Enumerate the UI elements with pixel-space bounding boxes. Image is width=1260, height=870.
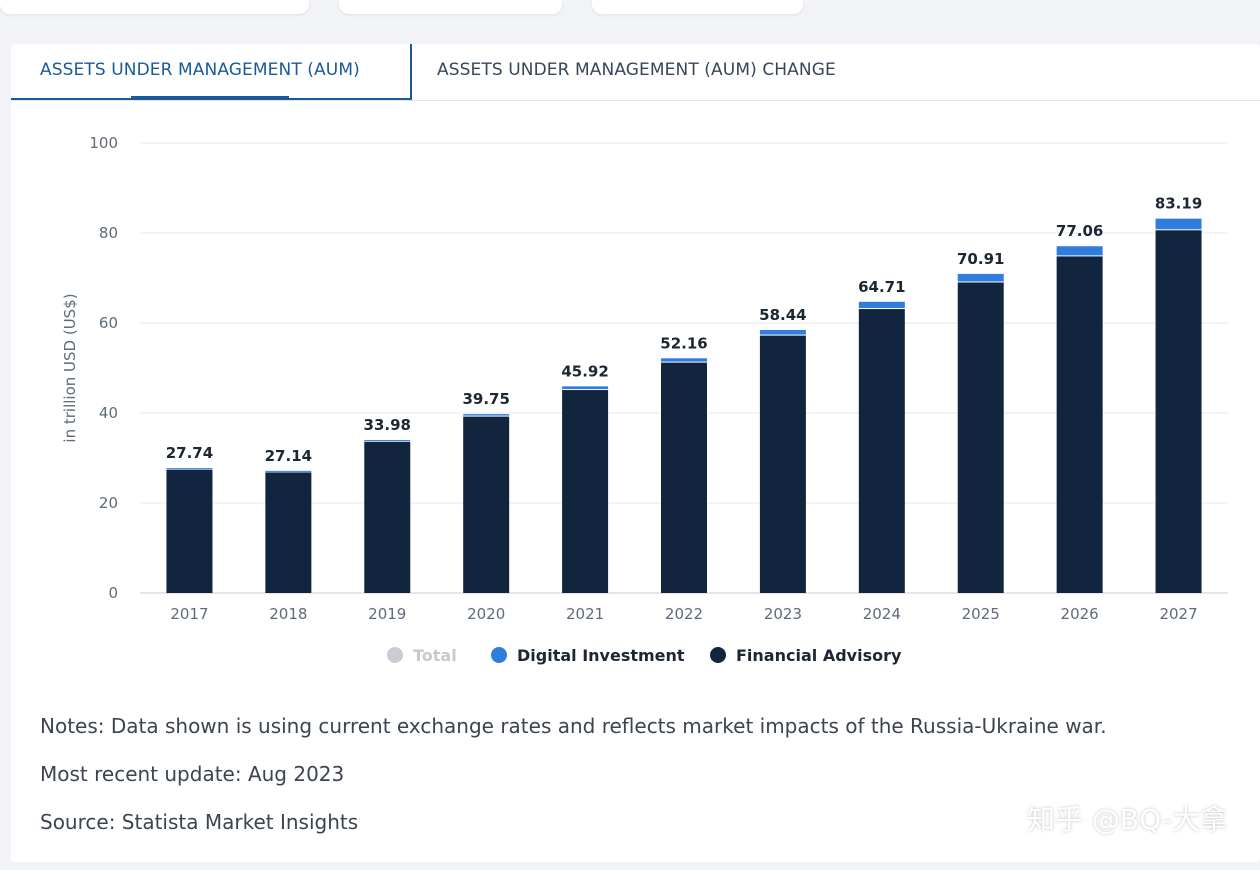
y-tick-label: 100: [89, 134, 118, 152]
tab-aum-change[interactable]: ASSETS UNDER MANAGEMENT (AUM) CHANGE: [437, 44, 836, 100]
bar-financial-advisory-2023[interactable]: [759, 335, 806, 593]
bar-digital-investment-2027[interactable]: [1155, 218, 1202, 230]
x-tick-label: 2020: [467, 605, 505, 623]
x-tick-label: 2022: [665, 605, 703, 623]
x-tick-label: 2027: [1159, 605, 1197, 623]
notes-text: Notes: Data shown is using current excha…: [40, 714, 1107, 738]
bar-financial-advisory-2025[interactable]: [957, 282, 1004, 594]
x-tick-label: 2024: [863, 605, 901, 623]
bar-financial-advisory-2017[interactable]: [166, 469, 213, 593]
data-label-total-2020: 39.75: [462, 390, 509, 408]
bar-digital-investment-2021[interactable]: [562, 386, 609, 390]
x-tick-label: 2019: [368, 605, 406, 623]
x-tick-label: 2025: [962, 605, 1000, 623]
bar-financial-advisory-2022[interactable]: [661, 362, 707, 593]
tab-active-indicator: [131, 96, 289, 99]
bar-financial-advisory-2018[interactable]: [265, 472, 312, 593]
watermark: 知乎 @BQ-大拿: [1026, 803, 1228, 836]
tab-aum-change-label: ASSETS UNDER MANAGEMENT (AUM) CHANGE: [437, 60, 836, 80]
bar-financial-advisory-2026[interactable]: [1056, 256, 1103, 593]
tab-bar: ASSETS UNDER MANAGEMENT (AUM) ASSETS UND…: [11, 44, 1260, 101]
bar-financial-advisory-2021[interactable]: [562, 390, 609, 593]
legend-dot-total: [387, 647, 403, 663]
bar-chart: in trillion USD (US$) 0 20 40 60 80 100 27.74…: [61, 134, 1228, 623]
legend: Total Digital Investment Financial Advis…: [0, 646, 1260, 670]
bar-digital-investment-2023[interactable]: [759, 330, 806, 335]
bar-digital-investment-2019[interactable]: [364, 440, 411, 442]
bar-digital-investment-2020[interactable]: [463, 414, 510, 416]
bar-financial-advisory-2020[interactable]: [463, 416, 510, 593]
bar-digital-investment-2022[interactable]: [661, 358, 707, 362]
y-axis-label: in trillion USD (US$): [61, 293, 79, 442]
x-tick-label: 2017: [170, 605, 208, 623]
bar-financial-advisory-2024[interactable]: [858, 309, 905, 593]
chart-panel: ASSETS UNDER MANAGEMENT (AUM) ASSETS UND…: [11, 44, 1260, 862]
update-text: Most recent update: Aug 2023: [40, 762, 345, 786]
tab-aum[interactable]: ASSETS UNDER MANAGEMENT (AUM): [11, 44, 412, 100]
bars: [166, 218, 1202, 594]
legend-item-total[interactable]: Total: [387, 646, 457, 665]
data-label-total-2019: 33.98: [364, 416, 411, 434]
data-labels: 27.74 27.14 33.98 39.75 45.92 52.16 58.44 64.71…: [166, 195, 1203, 465]
top-card-2: [339, 0, 562, 14]
y-tick-label: 0: [108, 584, 118, 602]
data-label-total-2018: 27.14: [265, 447, 312, 465]
x-tick-label: 2026: [1061, 605, 1099, 623]
x-tick-labels: 2017 2018 2019 2020 2021 2022 2023 2024 2025 2026…: [170, 605, 1197, 623]
y-tick-label: 40: [99, 404, 118, 422]
legend-dot-digital-investment: [491, 647, 507, 663]
tab-aum-label: ASSETS UNDER MANAGEMENT (AUM): [40, 60, 360, 80]
source-text: Source: Statista Market Insights: [40, 810, 359, 834]
y-tick-label: 80: [99, 224, 118, 242]
data-label-total-2026: 77.06: [1056, 222, 1103, 240]
data-label-total-2021: 45.92: [561, 362, 608, 380]
data-label-total-2023: 58.44: [759, 306, 806, 324]
x-tick-label: 2023: [764, 605, 802, 623]
bar-digital-investment-2018[interactable]: [265, 470, 312, 472]
y-tick-label: 60: [99, 314, 118, 332]
legend-item-financial-advisory[interactable]: Financial Advisory: [710, 646, 901, 665]
y-tick-labels: 0 20 40 60 80 100: [89, 134, 118, 602]
top-card-3: [592, 0, 803, 14]
x-tick-label: 2018: [269, 605, 307, 623]
y-tick-label: 20: [99, 494, 118, 512]
legend-label-digital-investment: Digital Investment: [517, 646, 685, 665]
top-card-1: [0, 0, 309, 14]
bar-digital-investment-2025[interactable]: [957, 273, 1004, 282]
data-label-total-2024: 64.71: [858, 278, 905, 296]
legend-item-digital-investment[interactable]: Digital Investment: [491, 646, 685, 665]
data-label-total-2025: 70.91: [957, 250, 1004, 268]
legend-label-total: Total: [413, 646, 457, 665]
data-label-total-2022: 52.16: [660, 334, 707, 352]
legend-dot-financial-advisory: [710, 647, 726, 663]
bar-financial-advisory-2027[interactable]: [1155, 230, 1202, 594]
data-label-total-2017: 27.74: [166, 444, 213, 462]
x-tick-label: 2021: [566, 605, 604, 623]
bar-financial-advisory-2019[interactable]: [364, 441, 411, 593]
bar-digital-investment-2024[interactable]: [858, 301, 905, 309]
bar-digital-investment-2026[interactable]: [1056, 246, 1103, 256]
bar-digital-investment-2017[interactable]: [166, 468, 213, 470]
data-label-total-2027: 83.19: [1155, 195, 1202, 213]
legend-label-financial-advisory: Financial Advisory: [736, 646, 902, 665]
